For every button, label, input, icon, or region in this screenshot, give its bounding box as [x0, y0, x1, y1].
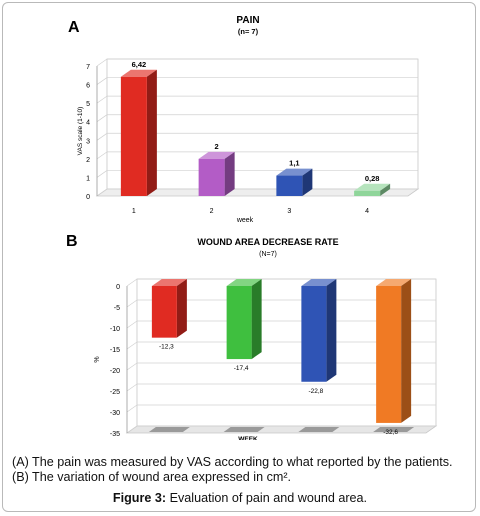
- panel-label-b: B: [66, 233, 78, 250]
- chart-wound-area: B WOUND AREA DECREASE RATE (N=7) 0 -5 -10 -15 -…: [66, 233, 438, 440]
- bar-side: [146, 69, 157, 196]
- y-tick-label: -35: [110, 431, 120, 438]
- y-tick-label: 6: [86, 83, 90, 90]
- bar-top: [226, 279, 262, 286]
- x-axis-label: WEEK: [238, 436, 258, 440]
- data-label: 1,1: [289, 159, 299, 168]
- caption-b: (B) The variation of wound area expresse…: [12, 470, 292, 484]
- gridline-diag: [126, 299, 138, 308]
- y-tick-label: 0: [86, 194, 90, 201]
- floor-shadow: [223, 427, 265, 432]
- bar: [276, 175, 303, 196]
- gridline-diag: [96, 170, 108, 178]
- chart-title: WOUND AREA DECREASE RATE: [197, 237, 338, 247]
- y-tick-label: -25: [110, 389, 120, 396]
- bar-top: [151, 279, 187, 286]
- y-tick-label: 7: [86, 64, 90, 71]
- gridline-diag: [126, 383, 138, 392]
- bar: [198, 158, 225, 196]
- y-tick-label: -20: [110, 368, 120, 375]
- chart-title: PAIN: [236, 15, 259, 26]
- figure-text: Evaluation of pain and wound area.: [166, 491, 368, 505]
- gridline-diag: [96, 95, 108, 104]
- figure-caption: Figure 3: Evaluation of pain and wound a…: [0, 491, 480, 505]
- bar-top: [120, 69, 157, 77]
- y-tick-label: -15: [110, 347, 120, 354]
- y-tick-label: 4: [86, 120, 90, 127]
- figure-label: Figure 3:: [112, 491, 167, 505]
- bar-side: [251, 279, 262, 360]
- gridline-diag: [96, 132, 108, 141]
- y-tick-label: 1: [86, 175, 90, 182]
- bar-side: [302, 168, 313, 196]
- y-tick-label: 3: [86, 138, 90, 145]
- y-tick-label: 2: [86, 157, 90, 164]
- y-tick-label: -30: [110, 410, 120, 417]
- gridline-diag: [96, 77, 108, 85]
- chart-subtitle: (n= 7): [238, 27, 259, 36]
- gridline-diag: [126, 404, 138, 413]
- y-tick-label: -5: [114, 305, 120, 312]
- bar: [376, 286, 402, 423]
- data-label: -22,8: [308, 388, 323, 395]
- floor-shadow: [298, 427, 340, 432]
- bar: [301, 286, 327, 382]
- y-axis-label: %: [94, 356, 101, 362]
- bar-top: [354, 183, 391, 191]
- chart-pain: A PAIN(n= 7) 0 1 2 3 4 5 6 7 VAS scale (1-10) 6,42 1…: [68, 15, 420, 224]
- data-label: -32,6: [383, 429, 398, 436]
- x-tick-label: 4: [365, 208, 369, 215]
- y-tick-label: 0: [116, 284, 120, 291]
- data-label: 6,42: [132, 60, 147, 69]
- x-tick-label: 2: [210, 208, 214, 215]
- gridline-diag: [126, 362, 138, 371]
- x-tick-label: 1: [132, 208, 136, 215]
- y-tick-label: -10: [110, 326, 120, 333]
- bar: [120, 76, 147, 196]
- bar-side: [326, 279, 337, 382]
- data-label: 0,28: [365, 174, 380, 183]
- x-tick-label: 3: [287, 208, 291, 215]
- gridline-diag: [126, 341, 138, 350]
- bar-top: [376, 279, 412, 286]
- bar-top: [276, 168, 313, 176]
- gridline-diag: [96, 58, 108, 67]
- x-axis-label: week: [236, 217, 254, 224]
- y-axis-label: VAS scale (1-10): [77, 107, 84, 156]
- gridline-diag: [126, 320, 138, 329]
- bar-side: [176, 279, 187, 338]
- bar-side: [380, 183, 391, 196]
- bar-side: [401, 279, 412, 423]
- panel-label-a: A: [68, 19, 80, 36]
- gridline-diag: [96, 188, 108, 197]
- bar: [226, 286, 252, 360]
- floor-shadow: [373, 427, 415, 432]
- data-label: 2: [215, 142, 219, 151]
- gridline-diag: [96, 151, 108, 160]
- bar: [151, 286, 177, 338]
- gridline-diag: [96, 114, 108, 123]
- bar: [354, 190, 381, 196]
- data-label: -12,3: [159, 344, 174, 351]
- caption-a: (A) The pain was measured by VAS accordi…: [12, 455, 453, 469]
- y-tick-label: 5: [86, 101, 90, 108]
- figure-frame: [2, 2, 476, 512]
- bar-top: [198, 151, 235, 159]
- data-label: -17,4: [234, 365, 249, 372]
- bar-top: [301, 279, 337, 286]
- gridline-diag: [126, 425, 138, 434]
- bar-side: [224, 151, 235, 196]
- gridline-diag: [126, 278, 138, 287]
- chart-subtitle: (N=7): [259, 251, 277, 258]
- floor-shadow: [148, 427, 190, 432]
